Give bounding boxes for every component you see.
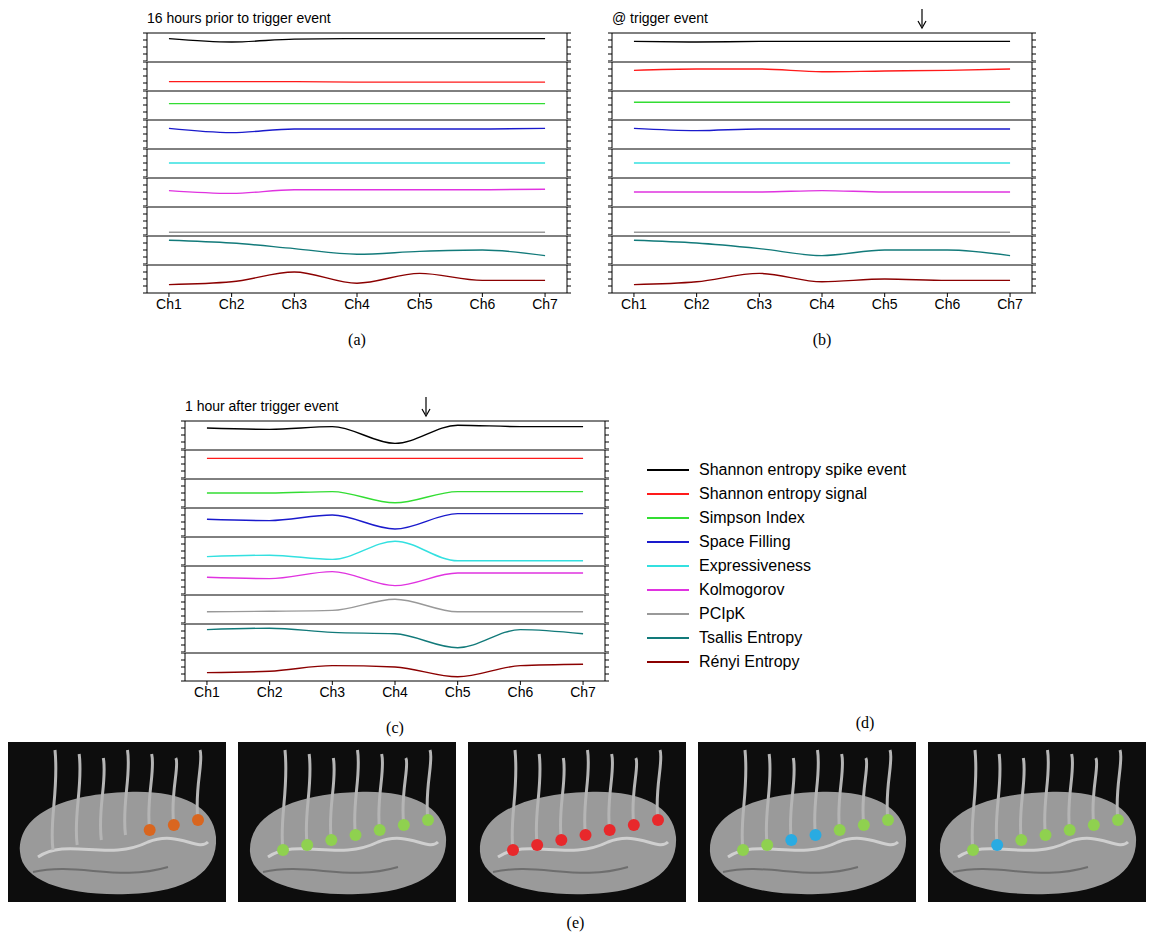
- svg-text:Ch6: Ch6: [935, 296, 961, 312]
- svg-text:Ch6: Ch6: [470, 296, 496, 312]
- svg-text:Ch7: Ch7: [997, 296, 1023, 312]
- svg-text:Ch2: Ch2: [219, 296, 245, 312]
- html-text:Tsallis Entropy: Tsallis Entropy: [699, 629, 803, 646]
- html-text:PCIpK: PCIpK: [699, 605, 746, 622]
- svg-text:Ch5: Ch5: [872, 296, 898, 312]
- html-text:Simpson Index: Simpson Index: [699, 509, 805, 526]
- svg-text:Ch1: Ch1: [621, 296, 647, 312]
- html-text:Space Filling: Space Filling: [699, 533, 791, 550]
- svg-text:Ch5: Ch5: [407, 296, 433, 312]
- svg-text:Ch4: Ch4: [809, 296, 835, 312]
- svg-text:Ch5: Ch5: [445, 684, 471, 700]
- html-text:(b): (b): [812, 331, 832, 348]
- svg-text:Ch3: Ch3: [281, 296, 307, 312]
- html-text:Shannon entropy spike event: Shannon entropy spike event: [699, 461, 907, 478]
- svg-text:Ch4: Ch4: [382, 684, 408, 700]
- svg-text:Ch2: Ch2: [257, 684, 283, 700]
- svg-text:Ch7: Ch7: [532, 296, 558, 312]
- svg-text:Ch6: Ch6: [508, 684, 534, 700]
- svg-text:Ch4: Ch4: [344, 296, 370, 312]
- html-text:(e): (e): [566, 914, 585, 931]
- html-text:1 hour after trigger event: 1 hour after trigger event: [185, 398, 339, 414]
- svg-text:Ch3: Ch3: [319, 684, 345, 700]
- svg-text:Ch3: Ch3: [746, 296, 772, 312]
- html-text:@ trigger event: @ trigger event: [612, 10, 708, 26]
- html-text:(a): (a): [348, 331, 366, 348]
- html-text:Kolmogorov: Kolmogorov: [699, 581, 785, 598]
- svg-text:Ch1: Ch1: [194, 684, 220, 700]
- html-text:16 hours prior to trigger even: 16 hours prior to trigger event: [147, 10, 331, 26]
- html-text:(d): (d): [855, 714, 875, 731]
- html-text:Rényi Entropy: Rényi Entropy: [699, 653, 800, 670]
- html-text:Shannon entropy signal: Shannon entropy signal: [699, 485, 868, 502]
- html-text:Expressiveness: Expressiveness: [699, 557, 811, 574]
- svg-text:Ch2: Ch2: [684, 296, 710, 312]
- svg-text:Ch7: Ch7: [570, 684, 596, 700]
- html-text:(c): (c): [386, 719, 404, 736]
- svg-text:Ch1: Ch1: [156, 296, 182, 312]
